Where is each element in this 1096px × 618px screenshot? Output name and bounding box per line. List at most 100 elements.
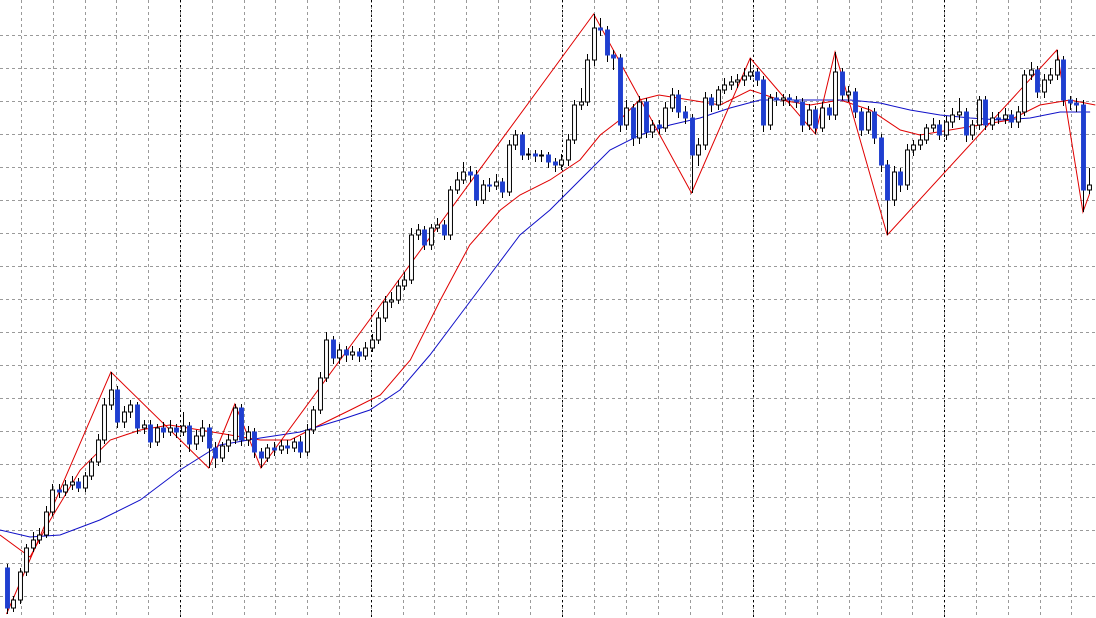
candle-body — [905, 149, 910, 186]
candle-body — [768, 97, 773, 126]
candle-body — [272, 447, 277, 451]
candle-body — [950, 114, 955, 123]
candle-body — [5, 567, 10, 609]
candle-body — [31, 539, 36, 549]
candle-body — [89, 461, 94, 477]
candle-body — [657, 124, 662, 129]
candle-body — [50, 489, 55, 513]
candle-body — [148, 424, 153, 443]
candle-body — [624, 107, 629, 126]
candle-body — [605, 29, 610, 56]
candle-body — [957, 111, 962, 116]
candle-body — [709, 97, 714, 106]
candle-body — [455, 179, 460, 191]
candle-body — [670, 94, 675, 109]
candle-body — [872, 111, 877, 139]
candle-body — [800, 101, 805, 126]
candle-body — [937, 124, 942, 136]
candle-body — [409, 234, 414, 281]
candle-body — [207, 427, 212, 449]
candle-body — [644, 101, 649, 133]
candle-body — [324, 339, 329, 379]
candle-body — [970, 124, 975, 136]
candle-body — [389, 299, 394, 303]
candle-body — [1003, 114, 1008, 120]
candle-body — [161, 427, 166, 433]
candle-body — [663, 107, 668, 129]
candle-body — [827, 107, 832, 116]
candle-body — [11, 599, 16, 609]
candle-body — [115, 389, 120, 423]
candle-body — [311, 409, 316, 431]
candle-body — [1081, 104, 1086, 191]
candle-body — [546, 154, 551, 163]
candle-body — [337, 349, 342, 359]
candle-body — [539, 154, 544, 157]
candle-body — [911, 144, 916, 151]
candle-body — [474, 174, 479, 201]
candle-body — [1068, 99, 1073, 104]
candle-body — [1029, 69, 1034, 76]
candle-body — [944, 121, 949, 136]
indicator-line — [0, 99, 1091, 538]
candle-body — [631, 107, 636, 139]
candle-body — [553, 161, 558, 166]
candle-body — [774, 97, 779, 101]
candle-body — [83, 475, 88, 489]
candle-body — [448, 189, 453, 236]
candle-body — [1087, 184, 1092, 191]
candle-body — [1042, 79, 1047, 93]
candle-body — [716, 89, 721, 106]
candle-body — [226, 439, 231, 447]
candle-body — [507, 144, 512, 193]
candle-body — [318, 377, 323, 411]
candle-body — [676, 94, 681, 113]
candle-body — [846, 91, 851, 96]
candle-body — [363, 347, 368, 357]
candle-body — [585, 59, 590, 103]
candle-body — [918, 139, 923, 146]
candle-body — [70, 481, 75, 486]
candle-body — [618, 57, 623, 126]
candle-body — [102, 404, 107, 441]
candle-body — [833, 71, 838, 116]
candle-body — [761, 79, 766, 126]
candle-body — [853, 91, 858, 113]
candle-body — [174, 427, 179, 433]
candle-body — [500, 181, 505, 193]
candle-body — [435, 224, 440, 229]
candle-body — [220, 445, 225, 459]
candle-body — [383, 301, 388, 319]
candle-body — [481, 184, 486, 201]
candle-body — [135, 404, 140, 429]
candle-body — [1061, 59, 1066, 101]
candle-body — [168, 427, 173, 433]
candle-body — [279, 445, 284, 451]
candle-body — [755, 71, 760, 81]
candle-body — [292, 441, 297, 449]
candle-body — [142, 424, 147, 429]
candle-body — [350, 351, 355, 356]
candle-body — [76, 481, 81, 489]
candle-body — [422, 229, 427, 246]
candle-body — [964, 111, 969, 136]
candle-body — [722, 84, 727, 91]
candle-body — [305, 429, 310, 453]
candle-body — [520, 134, 525, 156]
candle-body — [246, 431, 251, 441]
candle-body — [487, 184, 492, 187]
candle-body — [742, 75, 747, 81]
candle-body — [513, 134, 518, 146]
candle-body — [233, 407, 238, 441]
candle-body — [155, 427, 160, 443]
candle-body — [807, 109, 812, 126]
candle-body — [1055, 59, 1060, 76]
candle-body — [285, 445, 290, 449]
candle-body — [650, 124, 655, 133]
candle-body — [983, 99, 988, 126]
candle-body — [892, 171, 897, 201]
candle-body — [194, 435, 199, 445]
candle-body — [820, 107, 825, 129]
candle-body — [461, 171, 466, 181]
candle-body — [416, 229, 421, 236]
